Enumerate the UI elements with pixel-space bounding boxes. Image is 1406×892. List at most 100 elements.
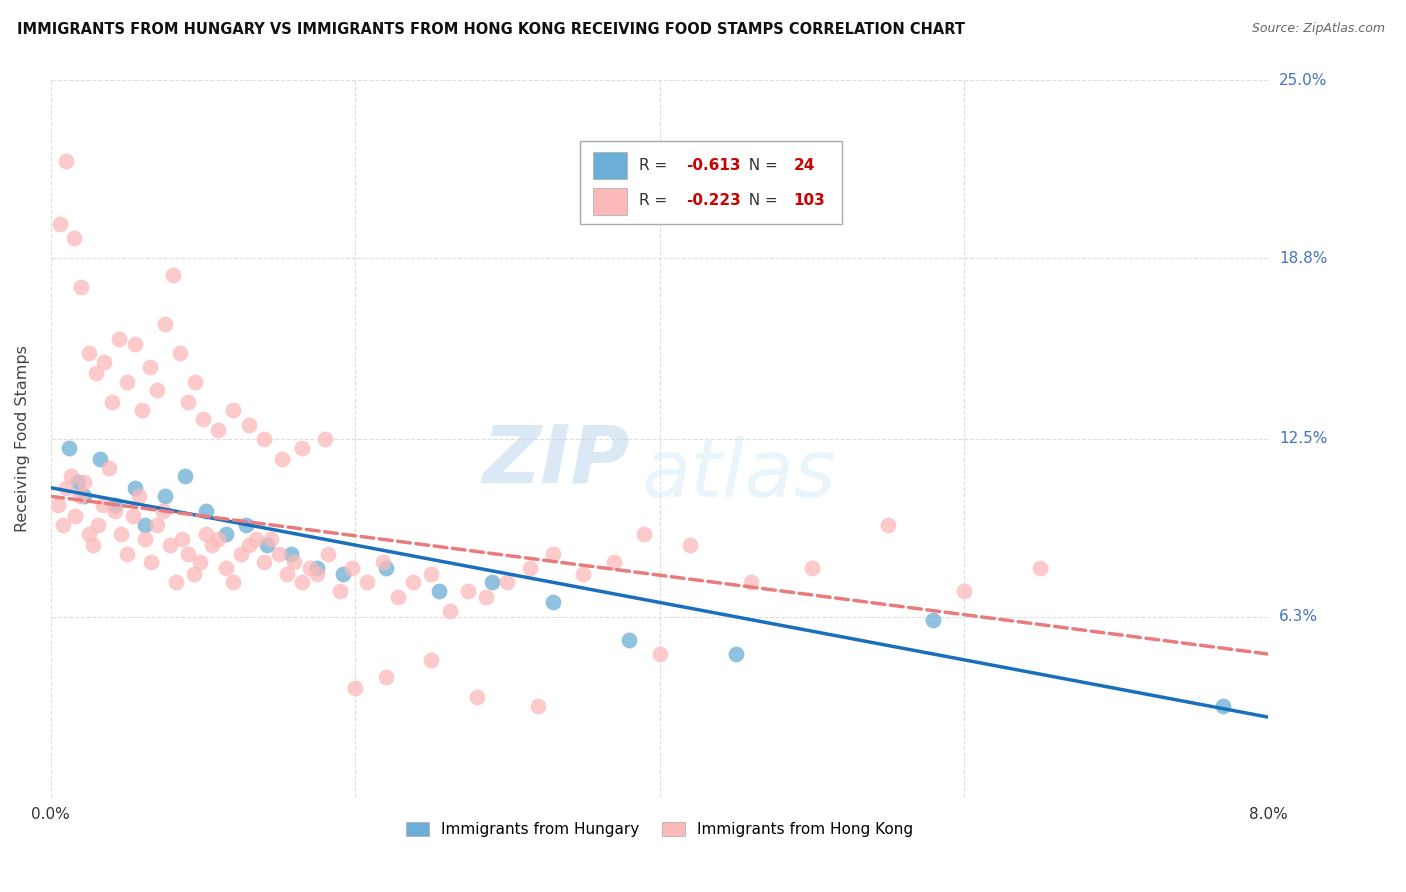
Text: -0.223: -0.223 — [686, 194, 741, 209]
Text: 6.3%: 6.3% — [1279, 609, 1319, 624]
Point — [527, 698, 550, 713]
Point — [420, 653, 443, 667]
Point — [329, 584, 352, 599]
Text: 18.8%: 18.8% — [1279, 251, 1327, 266]
Point — [55, 481, 77, 495]
Point — [59, 469, 82, 483]
Text: N =: N = — [738, 194, 782, 209]
Legend: Immigrants from Hungary, Immigrants from Hong Kong: Immigrants from Hungary, Immigrants from… — [399, 816, 920, 844]
Point — [86, 366, 108, 380]
Point — [201, 538, 224, 552]
Point — [356, 575, 378, 590]
Point — [134, 518, 156, 533]
Point — [481, 575, 503, 590]
Point — [165, 575, 187, 590]
Point — [276, 566, 298, 581]
Point — [162, 268, 184, 283]
Point — [97, 460, 120, 475]
Point — [617, 632, 640, 647]
Point — [724, 647, 747, 661]
Point — [457, 584, 479, 599]
Point — [238, 538, 260, 552]
Text: 103: 103 — [793, 194, 825, 209]
Point — [235, 518, 257, 533]
Text: R =: R = — [638, 158, 672, 172]
Point — [332, 566, 354, 581]
Point — [541, 595, 564, 609]
Point — [153, 489, 176, 503]
Point — [146, 383, 169, 397]
Point — [77, 346, 100, 360]
Point — [475, 590, 498, 604]
Point — [207, 533, 229, 547]
Text: ZIP: ZIP — [482, 422, 630, 500]
Point — [229, 547, 252, 561]
Point — [519, 561, 541, 575]
Point — [177, 547, 200, 561]
Point — [195, 503, 218, 517]
Point — [314, 432, 336, 446]
Point — [245, 533, 267, 547]
Point — [307, 566, 329, 581]
Point — [439, 604, 461, 618]
FancyBboxPatch shape — [592, 153, 627, 179]
Point — [679, 538, 702, 552]
FancyBboxPatch shape — [592, 188, 627, 215]
Text: atlas: atlas — [641, 436, 837, 514]
Point — [291, 441, 314, 455]
Point — [238, 417, 260, 432]
Point — [159, 538, 181, 552]
Point — [572, 566, 595, 581]
Point — [953, 584, 976, 599]
Point — [340, 561, 363, 575]
Point — [152, 503, 174, 517]
Point — [298, 561, 321, 575]
Point — [73, 475, 96, 489]
Point — [108, 332, 131, 346]
Point — [170, 533, 193, 547]
Point — [93, 354, 115, 368]
Point — [1029, 561, 1052, 575]
Text: 12.5%: 12.5% — [1279, 432, 1327, 447]
Text: -0.613: -0.613 — [686, 158, 741, 172]
Point — [122, 509, 145, 524]
Text: R =: R = — [638, 194, 672, 209]
Point — [104, 498, 127, 512]
Point — [191, 412, 214, 426]
Point — [89, 452, 111, 467]
Text: 25.0%: 25.0% — [1279, 73, 1327, 88]
Point — [402, 575, 425, 590]
Point — [603, 555, 626, 569]
Point — [104, 503, 127, 517]
Point — [131, 403, 153, 417]
Point — [465, 690, 488, 704]
Y-axis label: Receiving Food Stamps: Receiving Food Stamps — [15, 345, 30, 533]
Point — [141, 555, 163, 569]
Point — [496, 575, 519, 590]
Point — [222, 403, 245, 417]
Point — [173, 469, 195, 483]
Point — [87, 518, 110, 533]
Point — [49, 217, 72, 231]
Point — [260, 533, 283, 547]
Point — [922, 613, 945, 627]
Point — [67, 475, 90, 489]
Point — [291, 575, 314, 590]
Point — [139, 360, 162, 375]
Point — [215, 526, 238, 541]
Point — [269, 547, 291, 561]
Point — [115, 547, 138, 561]
Point — [70, 280, 93, 294]
Point — [69, 489, 91, 503]
Point — [1212, 698, 1234, 713]
Point — [188, 555, 211, 569]
Text: IMMIGRANTS FROM HUNGARY VS IMMIGRANTS FROM HONG KONG RECEIVING FOOD STAMPS CORRE: IMMIGRANTS FROM HUNGARY VS IMMIGRANTS FR… — [17, 22, 965, 37]
Point — [387, 590, 409, 604]
Point — [77, 526, 100, 541]
Point — [52, 518, 75, 533]
Point — [307, 561, 329, 575]
Point — [153, 318, 176, 332]
Point — [124, 337, 146, 351]
FancyBboxPatch shape — [581, 142, 842, 224]
Text: N =: N = — [738, 158, 782, 172]
